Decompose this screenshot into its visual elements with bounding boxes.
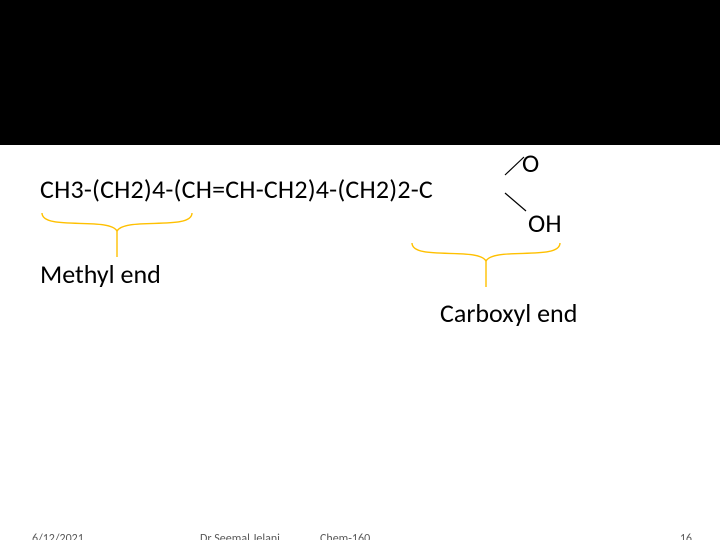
footer-date: 6/12/2021 [32, 532, 84, 540]
footer-page: 16 [680, 532, 692, 540]
carboxyl-bracket [0, 145, 720, 345]
bracket-curve [412, 243, 560, 261]
carboxyl-end-label: Carboxyl end [440, 297, 577, 329]
footer-course: Chem-160 [320, 532, 370, 540]
slide-content: CH3-(CH2)4-(CH=CH-CH2)4-(CH2)2-C O OH Me… [0, 145, 720, 540]
footer-author: Dr Seemal Jelani [200, 532, 280, 540]
methyl-end-label: Methyl end [40, 258, 161, 290]
title-blackbar [0, 0, 720, 145]
